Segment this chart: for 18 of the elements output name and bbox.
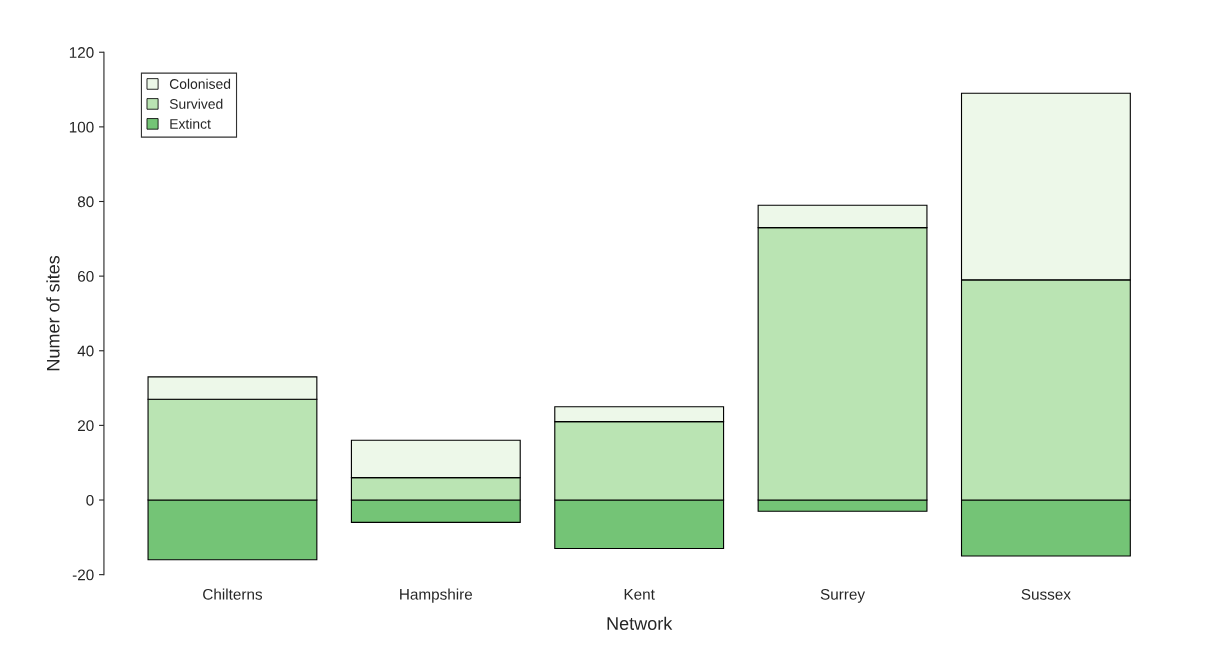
x-tick-label: Sussex bbox=[1021, 588, 1071, 600]
y-tick-label: 60 bbox=[78, 270, 94, 282]
x-tick-label: Surrey bbox=[820, 588, 866, 603]
legend-label: Colonised bbox=[169, 78, 231, 89]
x-tick-label: Chilterns bbox=[203, 588, 263, 600]
x-tick-label: Hampshire bbox=[400, 588, 473, 603]
x-axis-title: Network bbox=[607, 616, 673, 630]
legend-label: Extinct bbox=[170, 118, 211, 129]
y-tick-label: 120 bbox=[69, 47, 94, 58]
y-tick-label: 80 bbox=[77, 196, 94, 208]
legend-label: Survived bbox=[169, 98, 223, 109]
y-tick-label: 100 bbox=[69, 121, 94, 133]
x-tick-label: Kent bbox=[624, 589, 655, 600]
y-tick-label: 20 bbox=[77, 420, 94, 432]
y-tick-label: 40 bbox=[77, 345, 94, 357]
y-tick-label: 0 bbox=[86, 494, 94, 506]
y-tick-label: -20 bbox=[72, 569, 94, 581]
y-axis-title: Numer of sites bbox=[46, 255, 60, 371]
